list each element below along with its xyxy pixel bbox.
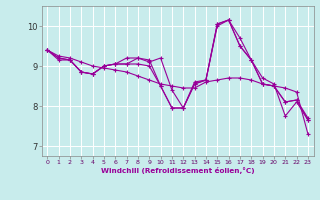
- X-axis label: Windchill (Refroidissement éolien,°C): Windchill (Refroidissement éolien,°C): [101, 167, 254, 174]
